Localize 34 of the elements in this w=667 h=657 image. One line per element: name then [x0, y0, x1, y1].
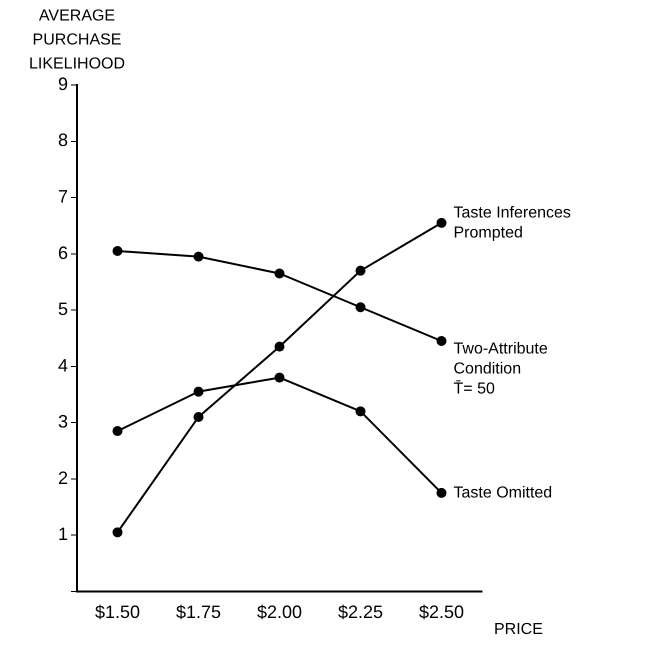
point	[356, 406, 366, 416]
y-tick-label: 2	[58, 468, 68, 488]
x-tick-label: $2.00	[256, 602, 302, 622]
x-tick-label: $2.25	[338, 602, 384, 622]
point	[436, 336, 446, 346]
point	[194, 386, 204, 397]
x-tick-label: $2.50	[418, 602, 464, 622]
point	[436, 488, 446, 498]
point	[112, 527, 123, 538]
point	[194, 412, 204, 422]
y-tick-label: 9	[58, 74, 68, 94]
point	[274, 268, 285, 278]
point	[274, 342, 285, 352]
x-axis-title: PRICE	[494, 620, 543, 638]
x-tick-label: $1.75	[176, 602, 222, 622]
y-tick-label: 8	[58, 130, 68, 150]
x-tick-label: $1.50	[94, 602, 140, 622]
series-label: Taste Inferences Prompted	[454, 204, 571, 242]
series-label: Two-Attribute Condition T̄= 50	[454, 340, 548, 398]
y-tick-label: 4	[58, 355, 68, 376]
y-tick-label: 3	[58, 412, 68, 432]
y-tick-label: 7	[58, 186, 68, 206]
point	[112, 246, 123, 256]
point	[436, 218, 446, 228]
point	[112, 426, 123, 436]
y-tick-label: 5	[58, 299, 68, 320]
y-tick-label: 1	[58, 524, 68, 544]
point	[194, 252, 204, 262]
y-tick-label: 6	[58, 242, 68, 263]
point	[356, 302, 366, 312]
y-axis-title: AVERAGE PURCHASE LIKELIHOOD	[28, 7, 126, 72]
series-label: Taste Omitted	[454, 484, 552, 502]
point	[356, 266, 366, 276]
point	[274, 372, 285, 383]
